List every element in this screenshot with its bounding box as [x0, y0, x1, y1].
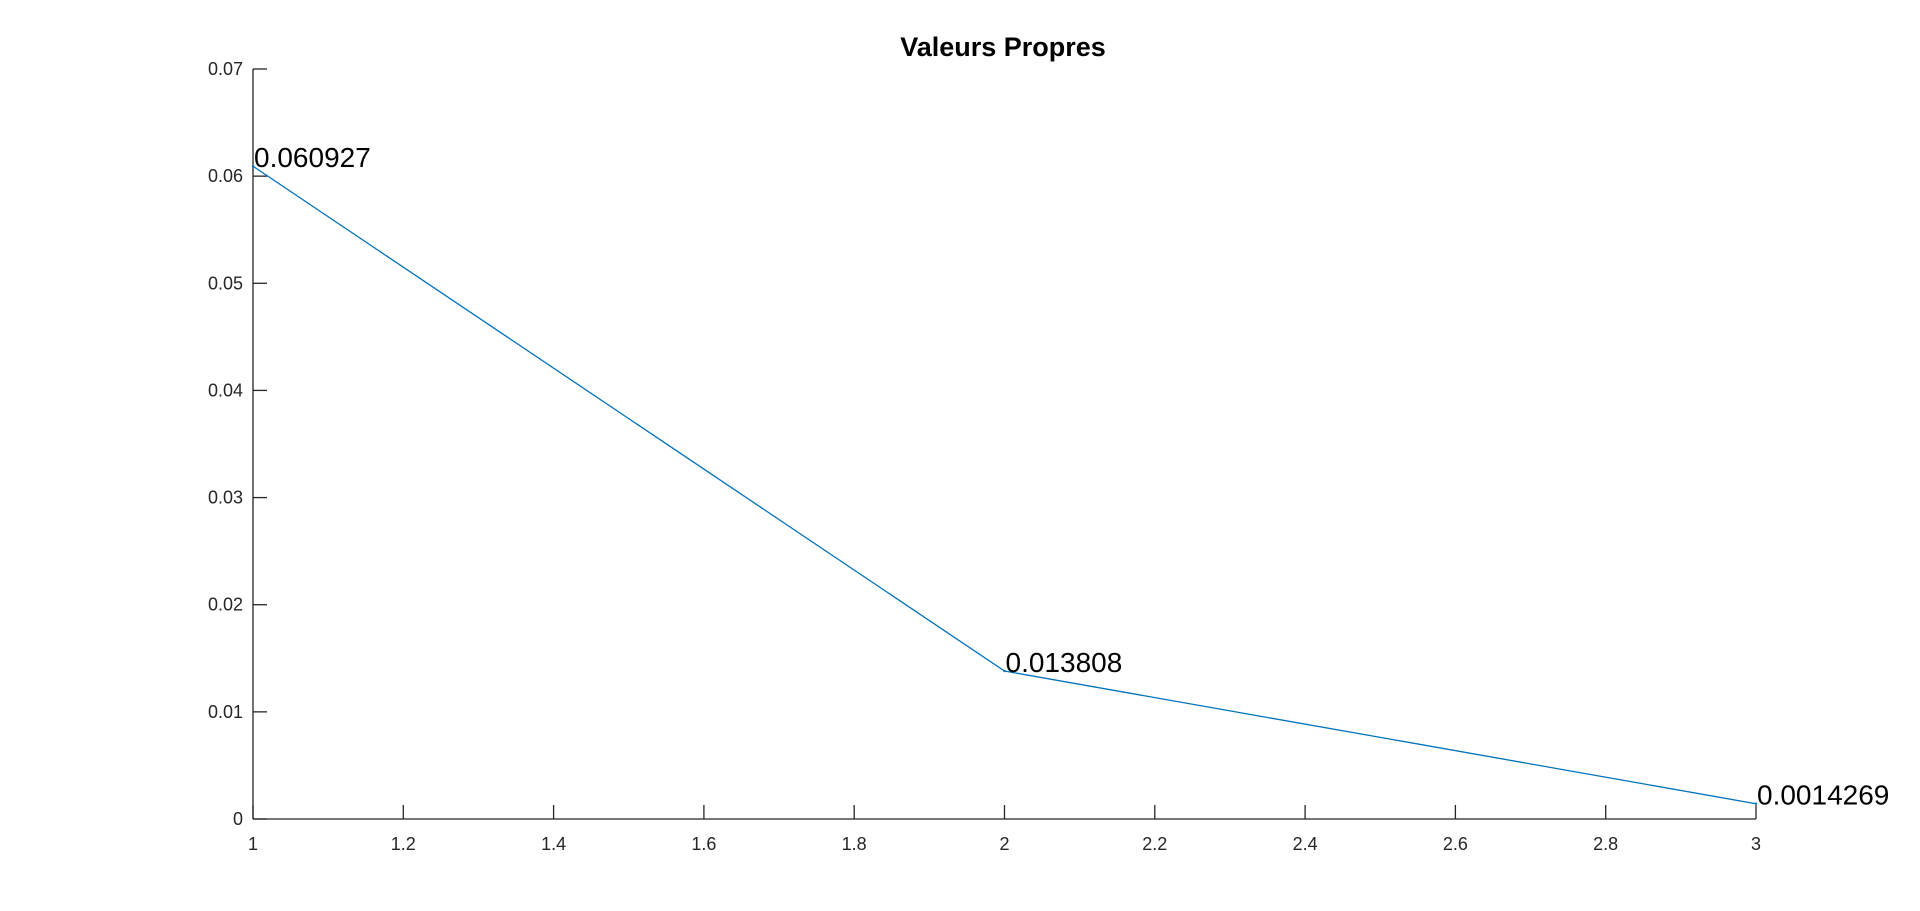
data-point [1003, 669, 1006, 673]
y-tick-label: 0.07 [208, 59, 243, 79]
data-labels: 0.060927 0.013808 0.0014269 [254, 142, 1889, 811]
x-tick-label: 2 [999, 834, 1009, 854]
y-tick-label: 0.01 [208, 702, 243, 722]
x-tick-label: 1.2 [391, 834, 416, 854]
y-ticks: 0 0.01 0.02 0.03 0.04 0.05 0.06 0.07 [208, 59, 267, 829]
data-label: 0.0014269 [1757, 780, 1889, 811]
data-point [251, 165, 255, 168]
y-tick-label: 0.06 [208, 166, 243, 186]
y-tick-label: 0.03 [208, 488, 243, 508]
x-tick-label: 2.2 [1142, 834, 1167, 854]
x-tick-label: 2.6 [1443, 834, 1468, 854]
y-tick-label: 0 [233, 809, 243, 829]
x-tick-label: 2.4 [1293, 834, 1318, 854]
series-group [251, 165, 1758, 805]
x-tick-label: 2.8 [1593, 834, 1618, 854]
data-label: 0.013808 [1006, 647, 1123, 678]
x-ticks: 1 1.2 1.4 1.6 1.8 2 2.2 2.4 2.6 2.8 3 [248, 805, 1761, 854]
x-tick-label: 3 [1751, 834, 1761, 854]
chart-title: Valeurs Propres [900, 32, 1106, 62]
x-tick-label: 1.6 [691, 834, 716, 854]
x-tick-label: 1 [248, 834, 258, 854]
x-tick-label: 1.8 [842, 834, 867, 854]
y-tick-label: 0.05 [208, 273, 243, 293]
y-tick-label: 0.04 [208, 380, 243, 400]
data-point [1754, 802, 1758, 805]
y-tick-label: 0.02 [208, 595, 243, 615]
x-tick-label: 1.4 [541, 834, 566, 854]
data-label: 0.060927 [254, 142, 371, 173]
